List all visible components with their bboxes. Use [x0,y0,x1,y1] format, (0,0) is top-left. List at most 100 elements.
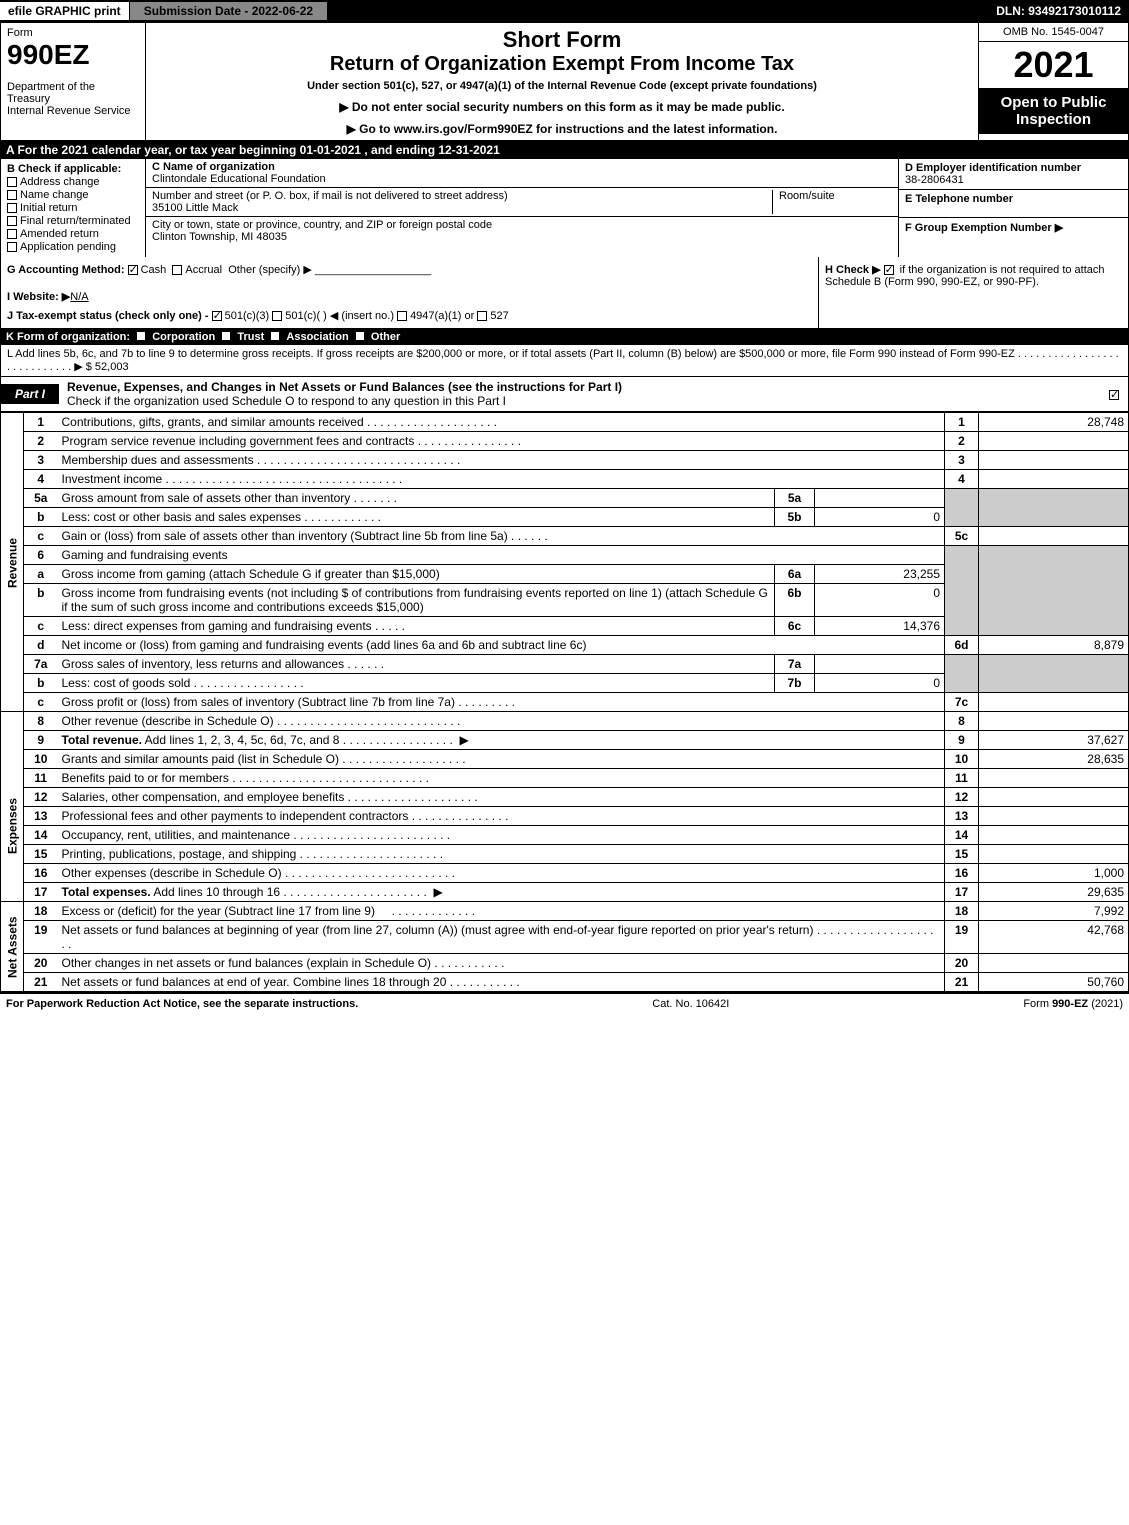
org-street: 35100 Little Mack [152,202,238,214]
d-phone-row: E Telephone number [899,190,1128,218]
l6c-sv: 14,376 [815,617,945,636]
l4-num: 4 [24,470,58,489]
l20-amt [979,954,1129,973]
c-street-row: Number and street (or P. O. box, if mail… [146,188,898,217]
side-revenue: Revenue [1,413,24,712]
footer-right: Form 990-EZ (2021) [1023,998,1123,1010]
l6a-sn: 6a [775,565,815,584]
l2-ln: 2 [945,432,979,451]
l7b-sn: 7b [775,674,815,693]
c-city-row: City or town, state or province, country… [146,217,898,245]
l21-ln: 21 [945,973,979,992]
form-header: Form 990EZ Department of the Treasury In… [0,22,1129,141]
l12-amt [979,788,1129,807]
l8-amt [979,712,1129,731]
l13-desc: Professional fees and other payments to … [58,807,945,826]
l8-num: 8 [24,712,58,731]
l7-gray [945,655,979,693]
header-mid: Short Form Return of Organization Exempt… [146,23,978,140]
l16-num: 16 [24,864,58,883]
j-527-check[interactable] [477,311,487,321]
l13-amt [979,807,1129,826]
l1-desc: Contributions, gifts, grants, and simila… [58,413,945,432]
l6b-num: b [24,584,58,617]
l18-amt: 7,992 [979,902,1129,921]
l17-amt: 29,635 [979,883,1129,902]
l3-num: 3 [24,451,58,470]
l4-amt [979,470,1129,489]
l6-num: 6 [24,546,58,565]
l1-num: 1 [24,413,58,432]
efile-label[interactable]: efile GRAPHIC print [0,2,129,20]
col-d: D Employer identification number 38-2806… [898,159,1128,257]
form-number: 990EZ [7,39,139,71]
l7b-sv: 0 [815,674,945,693]
org-name: Clintondale Educational Foundation [152,173,326,185]
j-501c3-check[interactable] [212,311,222,321]
l15-ln: 15 [945,845,979,864]
top-bar: efile GRAPHIC print Submission Date - 20… [0,0,1129,22]
l15-num: 15 [24,845,58,864]
dept-label: Department of the Treasury [7,81,139,105]
l6d-num: d [24,636,58,655]
l10-desc: Grants and similar amounts paid (list in… [58,750,945,769]
c-city-label: City or town, state or province, country… [152,219,492,231]
l13-num: 13 [24,807,58,826]
side-expenses: Expenses [1,750,24,902]
l6-gray2 [979,546,1129,636]
j-tax-exempt: J Tax-exempt status (check only one) - 5… [7,309,812,322]
l9-amt: 37,627 [979,731,1129,750]
title-under-section: Under section 501(c), 527, or 4947(a)(1)… [152,80,972,92]
b-address-change: Address change [7,176,139,188]
l6b-sn: 6b [775,584,815,617]
j-501c-check[interactable] [272,311,282,321]
row-a-tax-year: A For the 2021 calendar year, or tax yea… [0,141,1129,159]
l17-ln: 17 [945,883,979,902]
h-check[interactable] [884,265,894,275]
l5b-desc: Less: cost or other basis and sales expe… [58,508,775,527]
l21-num: 21 [24,973,58,992]
j-4947-check[interactable] [397,311,407,321]
l3-desc: Membership dues and assessments . . . . … [58,451,945,470]
g-cash-check[interactable] [128,265,138,275]
row-ghij: G Accounting Method: Cash Accrual Other … [0,257,1129,329]
k-label: K Form of organization: [6,331,136,343]
side-netassets: Net Assets [1,902,24,992]
row-l: L Add lines 5b, 6c, and 7b to line 9 to … [0,345,1129,377]
g-accrual-check[interactable] [172,265,182,275]
l6b-desc: Gross income from fundraising events (no… [58,584,775,617]
d-group-row: F Group Exemption Number ▶ [899,218,1128,246]
l2-desc: Program service revenue including govern… [58,432,945,451]
l15-amt [979,845,1129,864]
l20-num: 20 [24,954,58,973]
l17-num: 17 [24,883,58,902]
row-k: K Form of organization: Corporation Trus… [0,329,1129,345]
k-assoc-check[interactable] [270,331,280,341]
title-goto: ▶ Go to www.irs.gov/Form990EZ for instru… [152,122,972,136]
l6d-amt: 8,879 [979,636,1129,655]
l6-desc: Gaming and fundraising events [58,546,945,565]
l5ab-gray [945,489,979,527]
footer-catno: Cat. No. 10642I [652,998,729,1010]
l16-desc: Other expenses (describe in Schedule O) … [58,864,945,883]
l8-ln: 8 [945,712,979,731]
open-inspection: Open to Public Inspection [979,88,1128,134]
l11-amt [979,769,1129,788]
l6d-ln: 6d [945,636,979,655]
org-city: Clinton Township, MI 48035 [152,231,287,243]
l19-amt: 42,768 [979,921,1129,954]
k-trust-check[interactable] [221,331,231,341]
l13-ln: 13 [945,807,979,826]
l4-desc: Investment income . . . . . . . . . . . … [58,470,945,489]
l11-num: 11 [24,769,58,788]
k-other-check[interactable] [355,331,365,341]
b-pending: Application pending [7,241,139,253]
k-corp-check[interactable] [136,331,146,341]
l5a-desc: Gross amount from sale of assets other t… [58,489,775,508]
c-name-label: C Name of organization [152,161,275,173]
l6d-desc: Net income or (loss) from gaming and fun… [58,636,945,655]
l12-num: 12 [24,788,58,807]
page-footer: For Paperwork Reduction Act Notice, see … [0,992,1129,1014]
d-ein-label: D Employer identification number [905,162,1081,174]
l7c-ln: 7c [945,693,979,712]
